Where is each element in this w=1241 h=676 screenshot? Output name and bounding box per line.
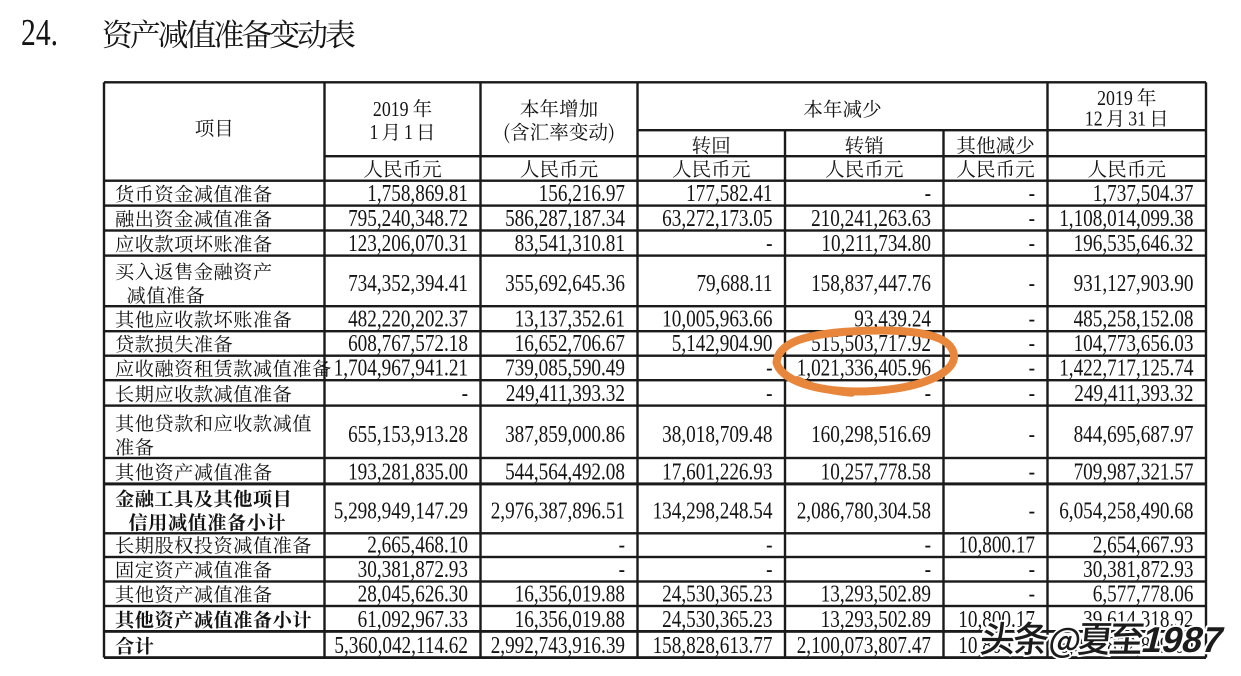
svg-text:6,054,258,490.68: 6,054,258,490.68: [1059, 498, 1193, 525]
svg-text:17,601,226.93: 17,601,226.93: [662, 458, 772, 485]
svg-text:83,541,310.81: 83,541,310.81: [515, 230, 625, 257]
svg-text:16,652,706.67: 16,652,706.67: [515, 330, 625, 357]
svg-text:1987: 1987: [1138, 620, 1228, 660]
svg-text:709,987,321.57: 709,987,321.57: [1074, 458, 1194, 485]
svg-text:2,654,667.93: 2,654,667.93: [1093, 531, 1194, 558]
svg-text:-: -: [1029, 458, 1035, 485]
svg-text:12: 12: [1085, 108, 1103, 131]
svg-text:485,258,152.08: 485,258,152.08: [1074, 306, 1194, 333]
svg-text:-: -: [1029, 380, 1035, 407]
svg-text:-: -: [766, 380, 772, 407]
svg-text:-: -: [925, 531, 931, 558]
svg-text:795,240,348.72: 795,240,348.72: [348, 205, 468, 232]
svg-text:1: 1: [370, 122, 379, 145]
svg-text:24.: 24.: [21, 13, 58, 54]
svg-text:16,356,019.88: 16,356,019.88: [515, 606, 625, 633]
svg-text:-: -: [925, 380, 931, 407]
svg-text:-: -: [766, 355, 772, 382]
svg-text:-: -: [1029, 355, 1035, 382]
svg-text:160,298,516.69: 160,298,516.69: [811, 421, 931, 448]
svg-text:1,422,717,125.74: 1,422,717,125.74: [1059, 355, 1193, 382]
svg-text:608,767,572.18: 608,767,572.18: [348, 330, 468, 357]
svg-text:6,577,778.06: 6,577,778.06: [1093, 580, 1194, 607]
svg-text:655,153,913.28: 655,153,913.28: [348, 421, 468, 448]
svg-text:196,535,646.32: 196,535,646.32: [1074, 230, 1194, 257]
svg-text:482,220,202.37: 482,220,202.37: [348, 306, 468, 333]
svg-text:10,800.17: 10,800.17: [958, 531, 1035, 558]
svg-text:16,356,019.88: 16,356,019.88: [515, 580, 625, 607]
svg-text:-: -: [1029, 205, 1035, 232]
svg-text:249,411,393.32: 249,411,393.32: [506, 380, 625, 407]
svg-text:10,005,963.66: 10,005,963.66: [662, 306, 772, 333]
svg-text:-: -: [1029, 270, 1035, 297]
svg-text:2019: 2019: [1097, 88, 1133, 111]
svg-text:13,293,502.89: 13,293,502.89: [821, 606, 931, 633]
svg-text:-: -: [1029, 330, 1035, 357]
svg-text:-: -: [1029, 580, 1035, 607]
svg-text:931,127,903.90: 931,127,903.90: [1074, 270, 1194, 297]
svg-text:-: -: [766, 531, 772, 558]
svg-text:-: -: [1029, 421, 1035, 448]
svg-text:63,272,173.05: 63,272,173.05: [662, 205, 772, 232]
svg-text:1,021,336,405.96: 1,021,336,405.96: [797, 355, 931, 382]
svg-text:2,992,743,916.39: 2,992,743,916.39: [491, 632, 625, 659]
svg-text:-: -: [925, 556, 931, 583]
svg-text:1,758,869.81: 1,758,869.81: [367, 180, 468, 207]
svg-text:2019: 2019: [373, 99, 409, 122]
svg-text:61,092,967.33: 61,092,967.33: [358, 606, 468, 633]
svg-text:13,137,352.61: 13,137,352.61: [515, 306, 625, 333]
svg-text:355,692,645.36: 355,692,645.36: [505, 270, 625, 297]
svg-text:24,530,365.23: 24,530,365.23: [662, 580, 772, 607]
svg-text:387,859,000.86: 387,859,000.86: [505, 421, 625, 448]
svg-text:5,142,904.90: 5,142,904.90: [672, 330, 773, 357]
svg-text:10,211,734.80: 10,211,734.80: [821, 230, 931, 257]
svg-text:249,411,393.32: 249,411,393.32: [1074, 380, 1193, 407]
svg-text:30,381,872.93: 30,381,872.93: [358, 556, 468, 583]
svg-text:123,206,070.31: 123,206,070.31: [348, 230, 468, 257]
svg-text:-: -: [619, 556, 625, 583]
svg-text:5,360,042,114.62: 5,360,042,114.62: [334, 632, 468, 659]
svg-text:158,837,447.76: 158,837,447.76: [811, 270, 931, 297]
svg-text:734,352,394.41: 734,352,394.41: [348, 270, 468, 297]
svg-text:2,100,073,807.47: 2,100,073,807.47: [797, 632, 931, 659]
svg-text:-: -: [1029, 498, 1035, 525]
svg-text:193,281,835.00: 193,281,835.00: [348, 458, 468, 485]
svg-text:30,381,872.93: 30,381,872.93: [1083, 556, 1193, 583]
svg-text:2,086,780,304.58: 2,086,780,304.58: [797, 498, 931, 525]
svg-text:28,045,626.30: 28,045,626.30: [358, 580, 468, 607]
svg-text:1: 1: [404, 122, 413, 145]
svg-text:844,695,687.97: 844,695,687.97: [1074, 421, 1194, 448]
svg-text:-: -: [462, 380, 468, 407]
svg-text:177,582.41: 177,582.41: [686, 180, 772, 207]
svg-text:586,287,187.34: 586,287,187.34: [505, 205, 625, 232]
svg-text:-: -: [1029, 180, 1035, 207]
svg-text:-: -: [1029, 556, 1035, 583]
svg-text:156,216.97: 156,216.97: [539, 180, 625, 207]
svg-text:-: -: [619, 531, 625, 558]
svg-text:-: -: [1029, 230, 1035, 257]
svg-text:-: -: [1029, 306, 1035, 333]
svg-text:1,704,967,941.21: 1,704,967,941.21: [334, 355, 468, 382]
svg-text:1,108,014,099.38: 1,108,014,099.38: [1059, 205, 1193, 232]
svg-text:-: -: [766, 556, 772, 583]
svg-text:158,828,613.77: 158,828,613.77: [653, 632, 773, 659]
svg-text:-: -: [925, 180, 931, 207]
svg-text:104,773,656.03: 104,773,656.03: [1074, 330, 1194, 357]
svg-text:13,293,502.89: 13,293,502.89: [821, 580, 931, 607]
svg-text:5,298,949,147.29: 5,298,949,147.29: [334, 498, 468, 525]
svg-text:544,564,492.08: 544,564,492.08: [505, 458, 625, 485]
svg-text:31: 31: [1128, 108, 1146, 131]
svg-text:210,241,263.63: 210,241,263.63: [811, 205, 931, 232]
svg-text:739,085,590.49: 739,085,590.49: [505, 355, 625, 382]
svg-text:134,298,248.54: 134,298,248.54: [653, 498, 773, 525]
svg-text:10,257,778.58: 10,257,778.58: [821, 458, 931, 485]
svg-text:79,688.11: 79,688.11: [696, 270, 772, 297]
svg-text:2,976,387,896.51: 2,976,387,896.51: [491, 498, 625, 525]
svg-text:1,737,504.37: 1,737,504.37: [1093, 180, 1194, 207]
svg-text:38,018,709.48: 38,018,709.48: [662, 421, 772, 448]
svg-text:24,530,365.23: 24,530,365.23: [662, 606, 772, 633]
svg-text:-: -: [766, 230, 772, 257]
svg-text:2,665,468.10: 2,665,468.10: [367, 531, 468, 558]
